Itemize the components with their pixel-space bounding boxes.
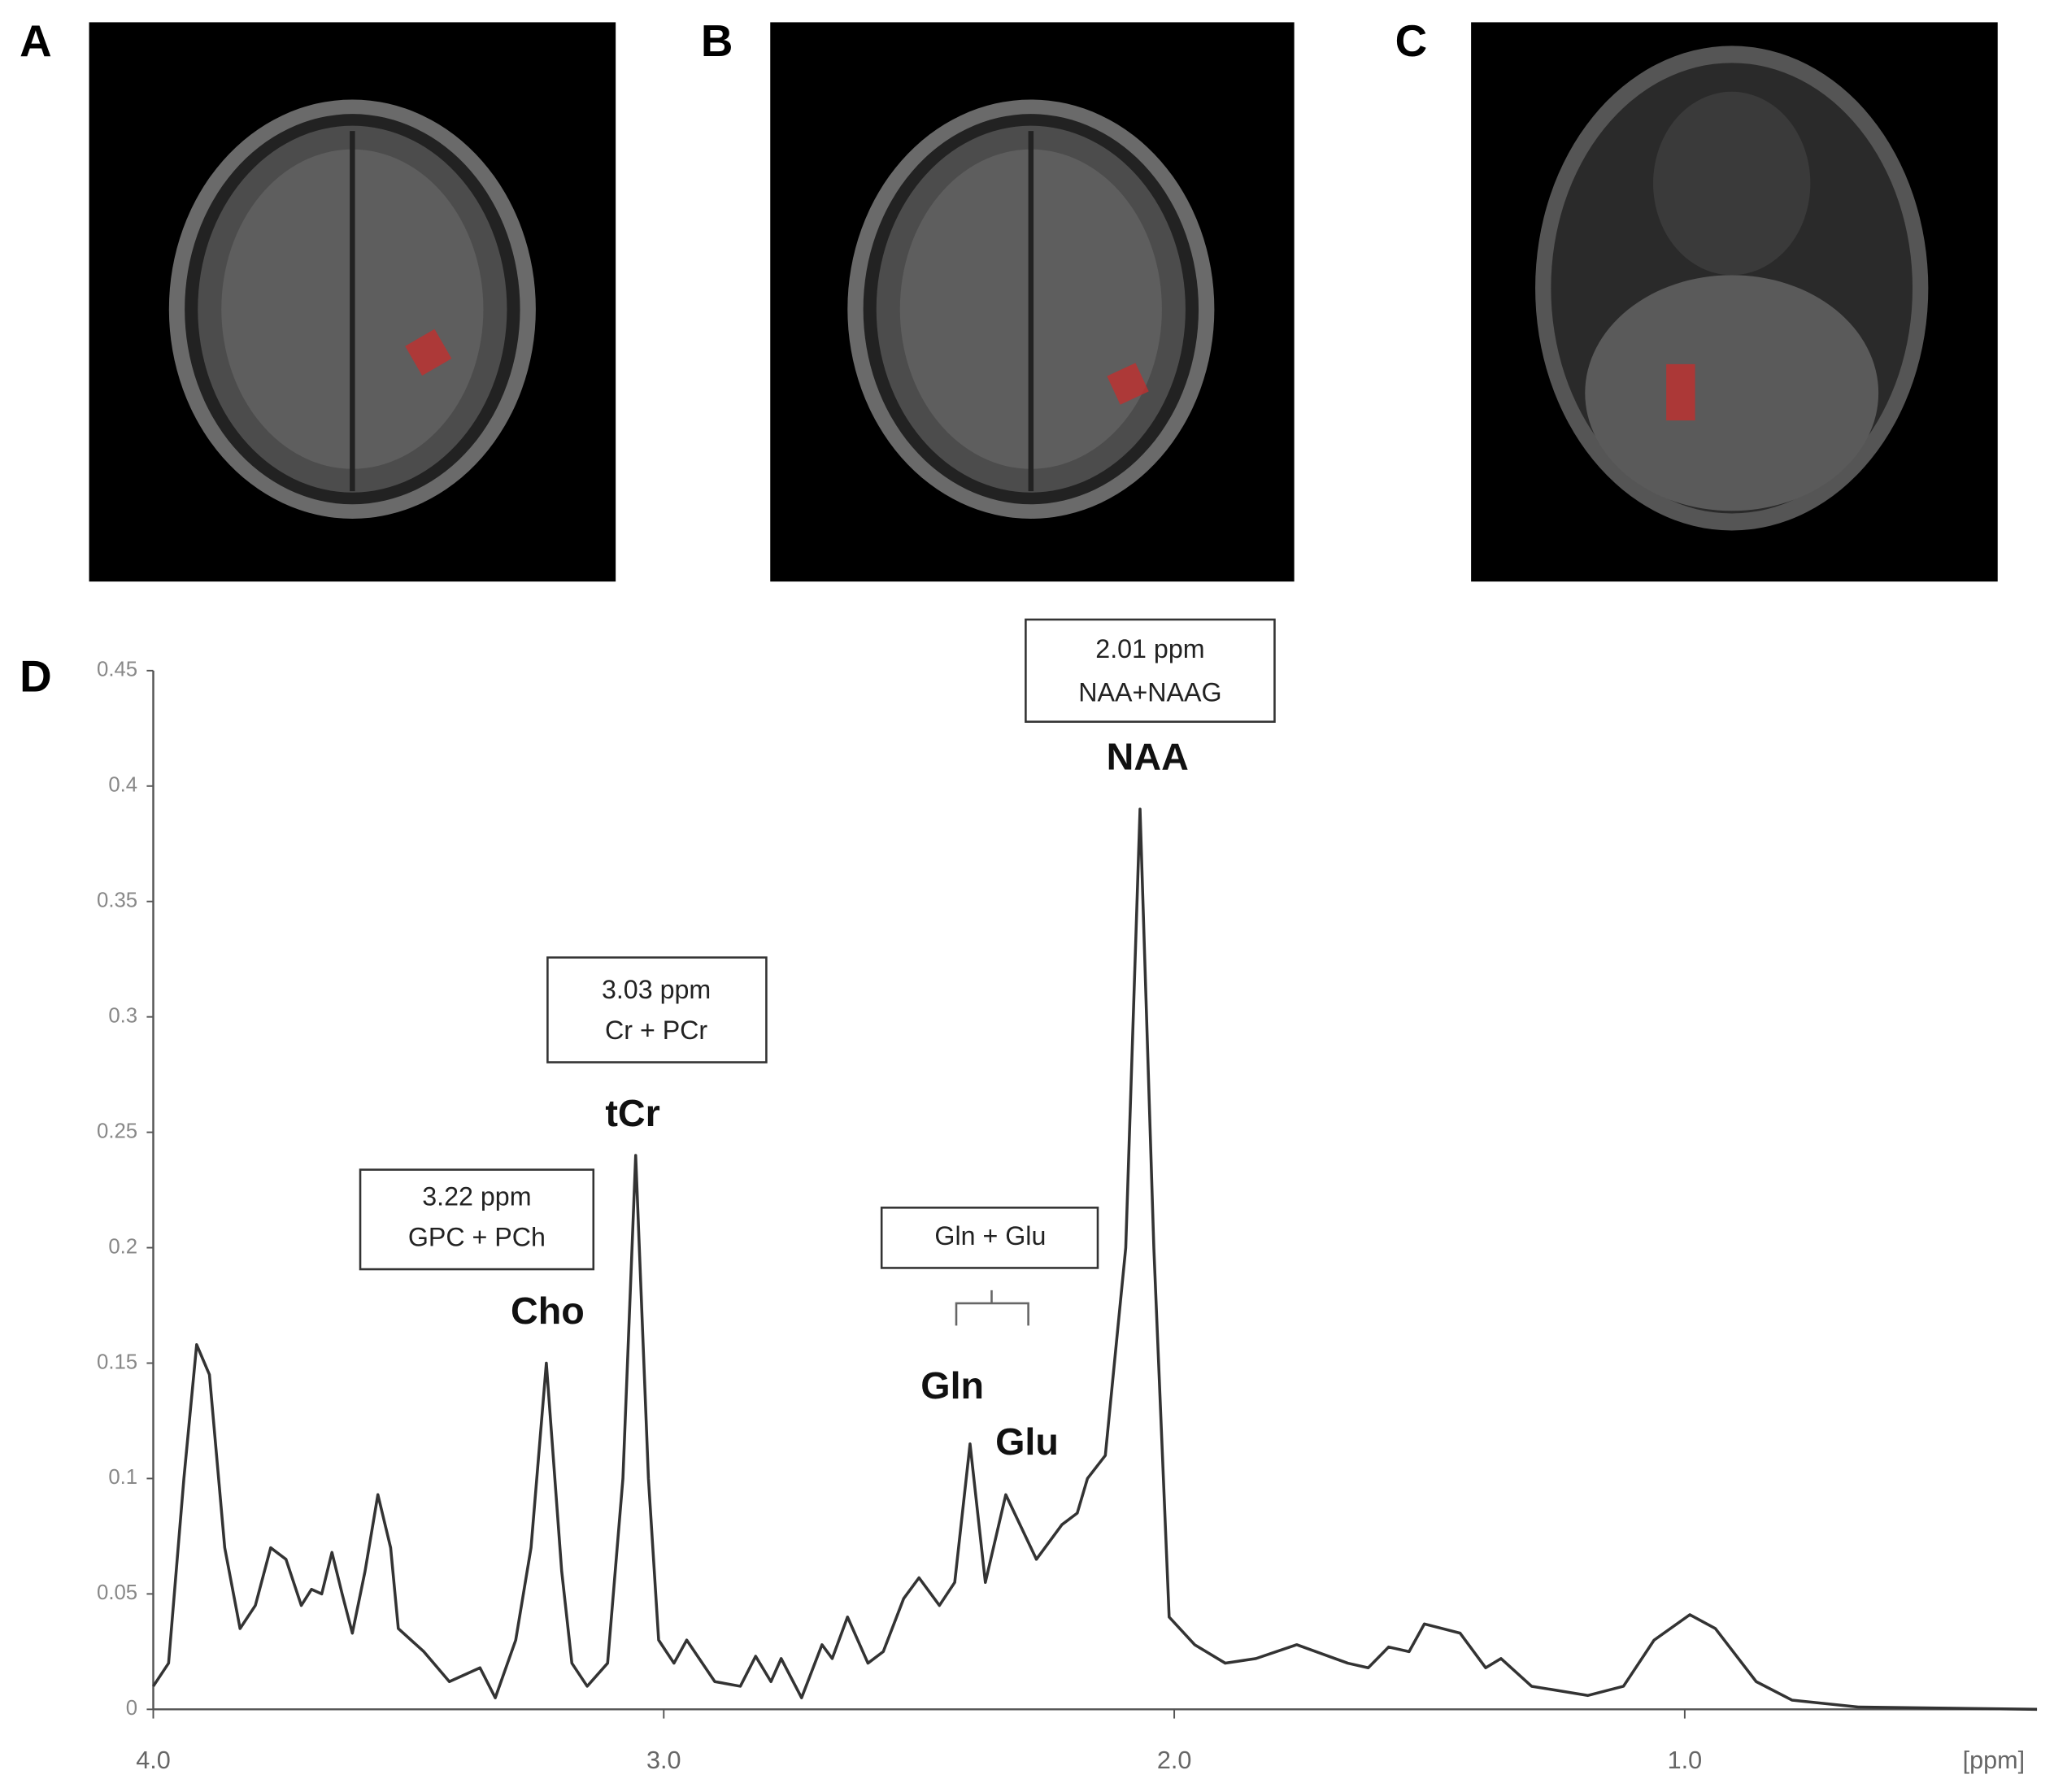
peak-label: NAA (1107, 736, 1189, 778)
mri-image-b (770, 22, 1295, 582)
x-tick-label: 4.0 (136, 1746, 171, 1774)
y-tick-label: 0.05 (97, 1581, 137, 1604)
y-tick-label: 0.35 (97, 889, 137, 912)
annotation-box (1025, 618, 1276, 723)
panel-label: A (20, 15, 52, 66)
x-tick-label: 1.0 (1668, 1746, 1703, 1774)
x-axis-label: [ppm] (1963, 1746, 2026, 1774)
panel-label: C (1395, 15, 1428, 66)
panel-label: B (701, 15, 733, 66)
peak-label: Gln (920, 1364, 984, 1407)
peak-label: Glu (995, 1420, 1059, 1463)
y-tick-label: 0 (126, 1697, 137, 1720)
annotation: 3.03 ppm (602, 975, 711, 1004)
y-tick-label: 0.2 (108, 1235, 137, 1258)
y-tick-label: 0.3 (108, 1004, 137, 1027)
y-tick-label: 0.15 (97, 1351, 137, 1373)
annotation: Cr + PCr (605, 1016, 707, 1045)
annotation: GPC + PCh (408, 1223, 546, 1252)
y-tick-label: 0.45 (97, 659, 137, 681)
annotation: Gln + Glu (934, 1221, 1046, 1250)
y-tick-label: 0.1 (108, 1466, 137, 1489)
x-tick-label: 3.0 (646, 1746, 681, 1774)
annotation-box (546, 956, 768, 1063)
x-tick-label: 2.0 (1157, 1746, 1192, 1774)
annotation: 2.01 ppm (1095, 634, 1204, 663)
y-tick-label: 0.25 (97, 1120, 137, 1142)
annotation-box (880, 1207, 1099, 1269)
mri-image-c (1471, 22, 1998, 582)
peak-label: tCr (605, 1092, 659, 1134)
annotation-box (359, 1168, 595, 1271)
annotation: NAA+NAAG (1078, 677, 1221, 707)
panel-label: D (20, 651, 52, 702)
spectrum-line (152, 807, 2038, 1712)
y-tick-label: 0.4 (108, 774, 137, 797)
peak-label: Cho (511, 1290, 585, 1332)
bracket (955, 1290, 1029, 1326)
mri-image-a (89, 22, 616, 582)
annotation: 3.22 ppm (422, 1182, 531, 1211)
